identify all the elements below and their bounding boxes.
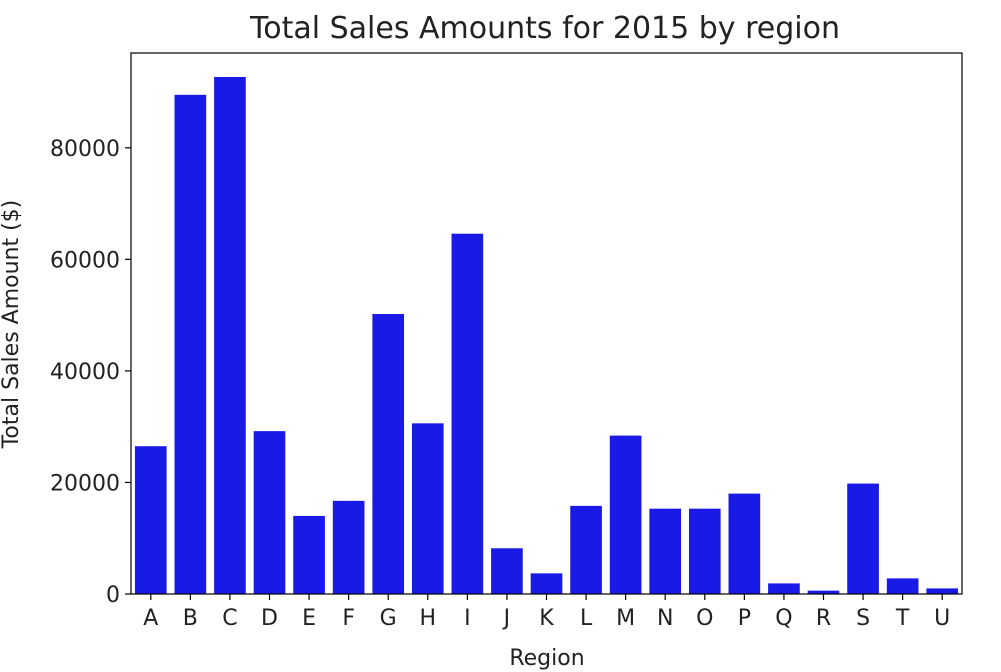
bar-j bbox=[491, 548, 523, 594]
x-tick-label: Q bbox=[775, 606, 792, 631]
x-tick-label: U bbox=[934, 606, 950, 631]
y-tick-label: 0 bbox=[106, 583, 120, 608]
y-tick-label: 40000 bbox=[50, 360, 120, 385]
bar-q bbox=[768, 583, 800, 594]
bar-i bbox=[451, 233, 484, 595]
x-tick-label: L bbox=[580, 606, 593, 631]
x-tick-label: O bbox=[696, 606, 713, 631]
x-tick-label: G bbox=[380, 606, 397, 631]
x-tick-label: I bbox=[464, 606, 471, 631]
bar-n bbox=[649, 508, 682, 594]
x-tick-label: A bbox=[143, 606, 158, 631]
bar-d bbox=[253, 431, 286, 594]
x-tick-label: T bbox=[895, 606, 910, 631]
bar-f bbox=[332, 500, 365, 594]
chart-title: Total Sales Amounts for 2015 by region bbox=[249, 11, 840, 46]
x-tick-label: M bbox=[616, 606, 635, 631]
bar-c bbox=[214, 76, 246, 594]
bar-r bbox=[807, 590, 840, 594]
bar-g bbox=[372, 314, 405, 594]
x-tick-label: R bbox=[816, 606, 831, 631]
x-tick-label: H bbox=[420, 606, 437, 631]
y-axis: 0 20000 40000 60000 80000 bbox=[50, 137, 131, 608]
y-tick-label: 80000 bbox=[50, 137, 120, 162]
bar-t bbox=[886, 578, 919, 594]
bar-m bbox=[609, 435, 642, 594]
x-tick-label: B bbox=[183, 606, 198, 631]
x-tick-label: F bbox=[342, 606, 355, 631]
bar-b bbox=[174, 94, 207, 594]
bar-l bbox=[570, 505, 602, 594]
bar-s bbox=[847, 483, 879, 594]
y-axis-label: Total Sales Amount ($) bbox=[0, 200, 24, 450]
x-tick-label: P bbox=[738, 606, 751, 631]
bar-k bbox=[530, 573, 563, 594]
bars-group bbox=[134, 76, 959, 595]
x-tick-label: N bbox=[657, 606, 673, 631]
x-tick-label: E bbox=[302, 606, 316, 631]
y-tick-label: 20000 bbox=[50, 471, 120, 496]
bar-u bbox=[926, 588, 959, 594]
bar-e bbox=[293, 515, 325, 594]
x-tick-label: J bbox=[502, 606, 511, 631]
x-axis-label: Region bbox=[509, 646, 584, 671]
x-tick-label: D bbox=[261, 606, 278, 631]
bar-p bbox=[728, 493, 761, 594]
x-tick-label: S bbox=[856, 606, 870, 631]
y-tick-label: 60000 bbox=[50, 248, 120, 273]
x-tick-label: C bbox=[222, 606, 237, 631]
bar-h bbox=[411, 423, 444, 594]
bar-o bbox=[688, 508, 721, 594]
x-tick-label: K bbox=[539, 606, 554, 631]
bar-a bbox=[134, 446, 167, 594]
